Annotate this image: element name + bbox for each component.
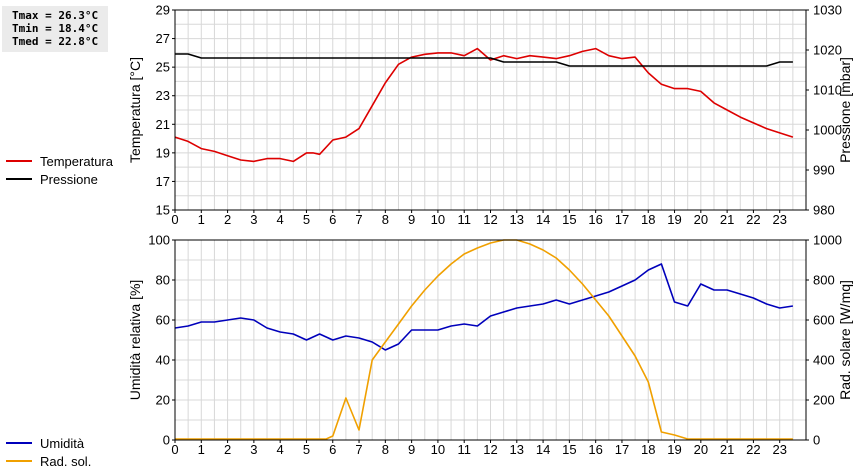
y-left-tick-label: 20	[156, 393, 170, 408]
legend-swatch-umidita	[6, 442, 32, 444]
chart-humidity-radiation: 0 1 2 3 4 5 6 7 8 9 10 11 12 13 14 15 16 17 18 19 20 21 22 2302…	[127, 233, 853, 458]
tmin-text: Tmin = 18.4°C	[12, 22, 99, 35]
y-right-tick-label: 1000	[813, 233, 842, 248]
x-tick-label: 5	[303, 212, 310, 227]
y-left-tick-label: 0	[163, 433, 170, 448]
y-left-tick-label: 80	[156, 273, 170, 288]
x-tick-label: 3	[250, 212, 257, 227]
x-tick-label: 20	[694, 212, 708, 227]
legend-item-umidita: Umidità	[6, 434, 91, 452]
legend-swatch-temperatura	[6, 160, 32, 162]
x-tick-label: 3	[250, 442, 257, 457]
charts-canvas: 0 1 2 3 4 5 6 7 8 9 10 11 12 13 14 15 16 17 18 19 20 21 22 2315…	[127, 3, 853, 458]
y-right-tick-label: 1010	[813, 83, 842, 98]
y-left-tick-label: 21	[156, 117, 170, 132]
y-right-axis-label: Pressione [mbar]	[837, 57, 853, 163]
x-tick-label: 8	[382, 442, 389, 457]
x-tick-label: 1	[198, 442, 205, 457]
tmed-text: Tmed = 22.8°C	[12, 35, 99, 48]
x-tick-label: 17	[615, 442, 629, 457]
legend-item-pressione: Pressione	[6, 170, 113, 188]
y-left-tick-label: 23	[156, 88, 170, 103]
x-tick-label: 6	[329, 212, 336, 227]
y-left-tick-label: 27	[156, 31, 170, 46]
x-tick-label: 13	[510, 442, 524, 457]
x-tick-label: 11	[457, 442, 471, 457]
x-tick-label: 18	[641, 442, 655, 457]
x-tick-label: 1	[198, 212, 205, 227]
x-tick-label: 2	[224, 212, 231, 227]
x-tick-label: 18	[641, 212, 655, 227]
x-tick-label: 15	[562, 442, 576, 457]
legend-label-pressione: Pressione	[40, 171, 98, 187]
tmax-text: Tmax = 26.3°C	[12, 9, 99, 22]
x-tick-label: 7	[355, 442, 362, 457]
y-right-tick-label: 1020	[813, 43, 842, 58]
y-right-tick-label: 990	[813, 163, 835, 178]
x-tick-label: 10	[431, 212, 445, 227]
stats-box: Tmax = 26.3°C Tmin = 18.4°C Tmed = 22.8°…	[2, 6, 108, 52]
x-tick-label: 4	[277, 442, 284, 457]
legend-label-temperatura: Temperatura	[40, 153, 113, 169]
x-tick-label: 9	[408, 212, 415, 227]
y-right-tick-label: 600	[813, 313, 835, 328]
y-right-axis-label: Rad. solare [W/mq]	[837, 280, 853, 400]
x-tick-label: 21	[720, 212, 734, 227]
x-tick-label: 2	[224, 442, 231, 457]
chart-temperature-pressure: 0 1 2 3 4 5 6 7 8 9 10 11 12 13 14 15 16 17 18 19 20 21 22 2315…	[127, 3, 853, 228]
x-tick-label: 12	[483, 442, 497, 457]
y-left-tick-label: 19	[156, 145, 170, 160]
y-left-tick-label: 40	[156, 353, 170, 368]
y-left-axis-label: Temperatura [°C]	[127, 57, 143, 163]
x-tick-label: 12	[483, 212, 497, 227]
y-left-tick-label: 60	[156, 313, 170, 328]
y-left-tick-label: 25	[156, 60, 170, 75]
x-tick-label: 20	[694, 442, 708, 457]
series-line-pressione	[175, 53, 793, 67]
series-line-temperatura	[174, 47, 794, 163]
x-tick-label: 14	[536, 212, 550, 227]
x-tick-label: 16	[588, 442, 602, 457]
x-tick-label: 17	[615, 212, 629, 227]
x-tick-label: 6	[329, 442, 336, 457]
x-tick-label: 19	[667, 442, 681, 457]
x-tick-label: 15	[562, 212, 576, 227]
y-right-tick-label: 0	[813, 433, 820, 448]
y-right-tick-label: 800	[813, 273, 835, 288]
x-tick-label: 8	[382, 212, 389, 227]
legend-top: Temperatura Pressione	[6, 152, 113, 188]
legend-swatch-rad-sol	[6, 460, 32, 462]
x-tick-label: 0	[171, 442, 178, 457]
x-tick-label: 5	[303, 442, 310, 457]
legend-item-temperatura: Temperatura	[6, 152, 113, 170]
x-tick-label: 9	[408, 442, 415, 457]
x-tick-label: 11	[457, 212, 471, 227]
y-left-axis-label: Umidità relativa [%]	[127, 280, 143, 401]
x-tick-label: 23	[772, 212, 786, 227]
x-tick-label: 0	[171, 212, 178, 227]
y-left-tick-label: 17	[156, 174, 170, 189]
x-tick-label: 14	[536, 442, 550, 457]
series-line-umidit-	[174, 263, 794, 351]
x-tick-label: 22	[746, 212, 760, 227]
x-tick-label: 10	[431, 442, 445, 457]
y-right-tick-label: 1000	[813, 123, 842, 138]
x-tick-label: 4	[277, 212, 284, 227]
x-tick-label: 13	[510, 212, 524, 227]
x-tick-label: 16	[588, 212, 602, 227]
y-left-tick-label: 29	[156, 3, 170, 18]
y-right-tick-label: 1030	[813, 3, 842, 18]
x-tick-label: 22	[746, 442, 760, 457]
legend-label-umidita: Umidità	[40, 435, 85, 451]
y-right-tick-label: 200	[813, 393, 835, 408]
x-tick-label: 23	[772, 442, 786, 457]
x-tick-label: 7	[355, 212, 362, 227]
x-tick-label: 19	[667, 212, 681, 227]
x-tick-label: 21	[720, 442, 734, 457]
y-left-tick-label: 15	[156, 203, 170, 218]
legend-swatch-pressione	[6, 178, 32, 180]
y-left-tick-label: 100	[148, 233, 170, 248]
y-right-tick-label: 400	[813, 353, 835, 368]
y-right-tick-label: 980	[813, 203, 835, 218]
